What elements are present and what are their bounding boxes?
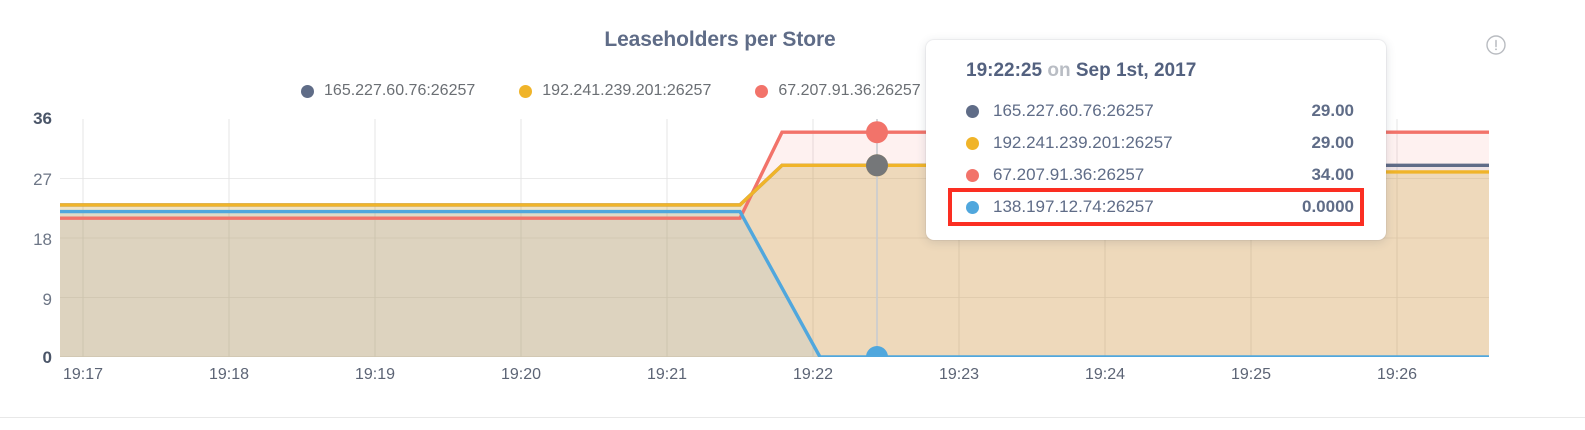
legend-item-label: 165.227.60.76:26257 (324, 82, 476, 99)
x-tick-4: 19:21 (646, 366, 688, 383)
x-tick-5: 19:22 (792, 366, 834, 383)
x-tick-3: 19:20 (500, 366, 542, 383)
series-line-blue (60, 209, 1489, 357)
y-tick-18: 18 (33, 230, 52, 249)
tooltip-row: 192.241.239.201:26257 29.00 (952, 128, 1360, 158)
hover-point-blue (866, 346, 888, 357)
x-tick-7: 19:24 (1084, 366, 1126, 383)
x-tick-9: 19:26 (1376, 366, 1418, 383)
legend-item-1[interactable]: 192.241.239.201:26257 (519, 82, 711, 100)
exclamation-circle-icon[interactable] (1485, 34, 1507, 56)
hover-point-red (866, 121, 888, 144)
y-axis: 36 27 18 9 0 (0, 0, 52, 430)
x-tick-1: 19:18 (208, 366, 250, 383)
x-tick-6: 19:23 (938, 366, 980, 383)
tooltip-series-value: 0.0000 (1302, 197, 1354, 216)
tooltip-series-value: 34.00 (1311, 165, 1354, 184)
panel-divider (0, 417, 1585, 418)
tooltip-series-name: 165.227.60.76:26257 (993, 101, 1154, 120)
tooltip-row: 67.207.91.36:26257 34.00 (952, 160, 1360, 190)
y-tick-36: 36 (33, 109, 52, 128)
series-area-blue (60, 211, 1489, 357)
tooltip-series-value: 29.00 (1311, 101, 1354, 120)
tooltip-series-name: 138.197.12.74:26257 (993, 197, 1154, 216)
page-title: Leaseholders per Store (604, 28, 836, 51)
tooltip-row-highlighted: 138.197.12.74:26257 0.0000 (948, 188, 1364, 226)
x-tick-2: 19:19 (354, 366, 396, 383)
legend-item-2[interactable]: 67.207.91.36:26257 (755, 82, 921, 100)
y-tick-0: 0 (42, 348, 52, 367)
legend-item-label: 67.207.91.36:26257 (778, 82, 921, 99)
x-axis: 19:17 19:18 19:19 19:20 19:21 19:22 19:2… (0, 366, 1585, 392)
x-tick-8: 19:25 (1230, 366, 1272, 383)
legend-dot-icon (301, 84, 315, 98)
legend-item-label: 192.241.239.201:26257 (542, 82, 712, 99)
tooltip-row: 165.227.60.76:26257 29.00 (952, 96, 1360, 126)
x-tick-0: 19:17 (62, 366, 104, 383)
series-dot-icon (966, 200, 979, 214)
y-tick-9: 9 (42, 290, 52, 309)
series-dot-icon (966, 104, 979, 118)
tooltip-header: 19:22:25 on Sep 1st, 2017 (966, 60, 1360, 82)
tooltip-time: 19:22:25 (966, 60, 1043, 81)
tooltip-date: Sep 1st, 2017 (1075, 60, 1197, 81)
tooltip-rows: 165.227.60.76:26257 29.00 192.241.239.20… (948, 96, 1364, 226)
tooltip-on-word: on (1047, 60, 1071, 81)
legend-item-0[interactable]: 165.227.60.76:26257 (301, 82, 475, 100)
hover-point-navy (866, 154, 888, 177)
legend-dot-icon (519, 84, 533, 98)
y-tick-27: 27 (33, 170, 52, 189)
tooltip-series-value: 29.00 (1311, 133, 1354, 152)
series-dot-icon (966, 136, 979, 150)
chart-tooltip: 19:22:25 on Sep 1st, 2017 165.227.60.76:… (926, 40, 1386, 240)
legend-dot-icon (755, 84, 769, 98)
tooltip-series-name: 192.241.239.201:26257 (993, 133, 1173, 152)
tooltip-series-name: 67.207.91.36:26257 (993, 165, 1145, 184)
series-dot-icon (966, 168, 979, 182)
